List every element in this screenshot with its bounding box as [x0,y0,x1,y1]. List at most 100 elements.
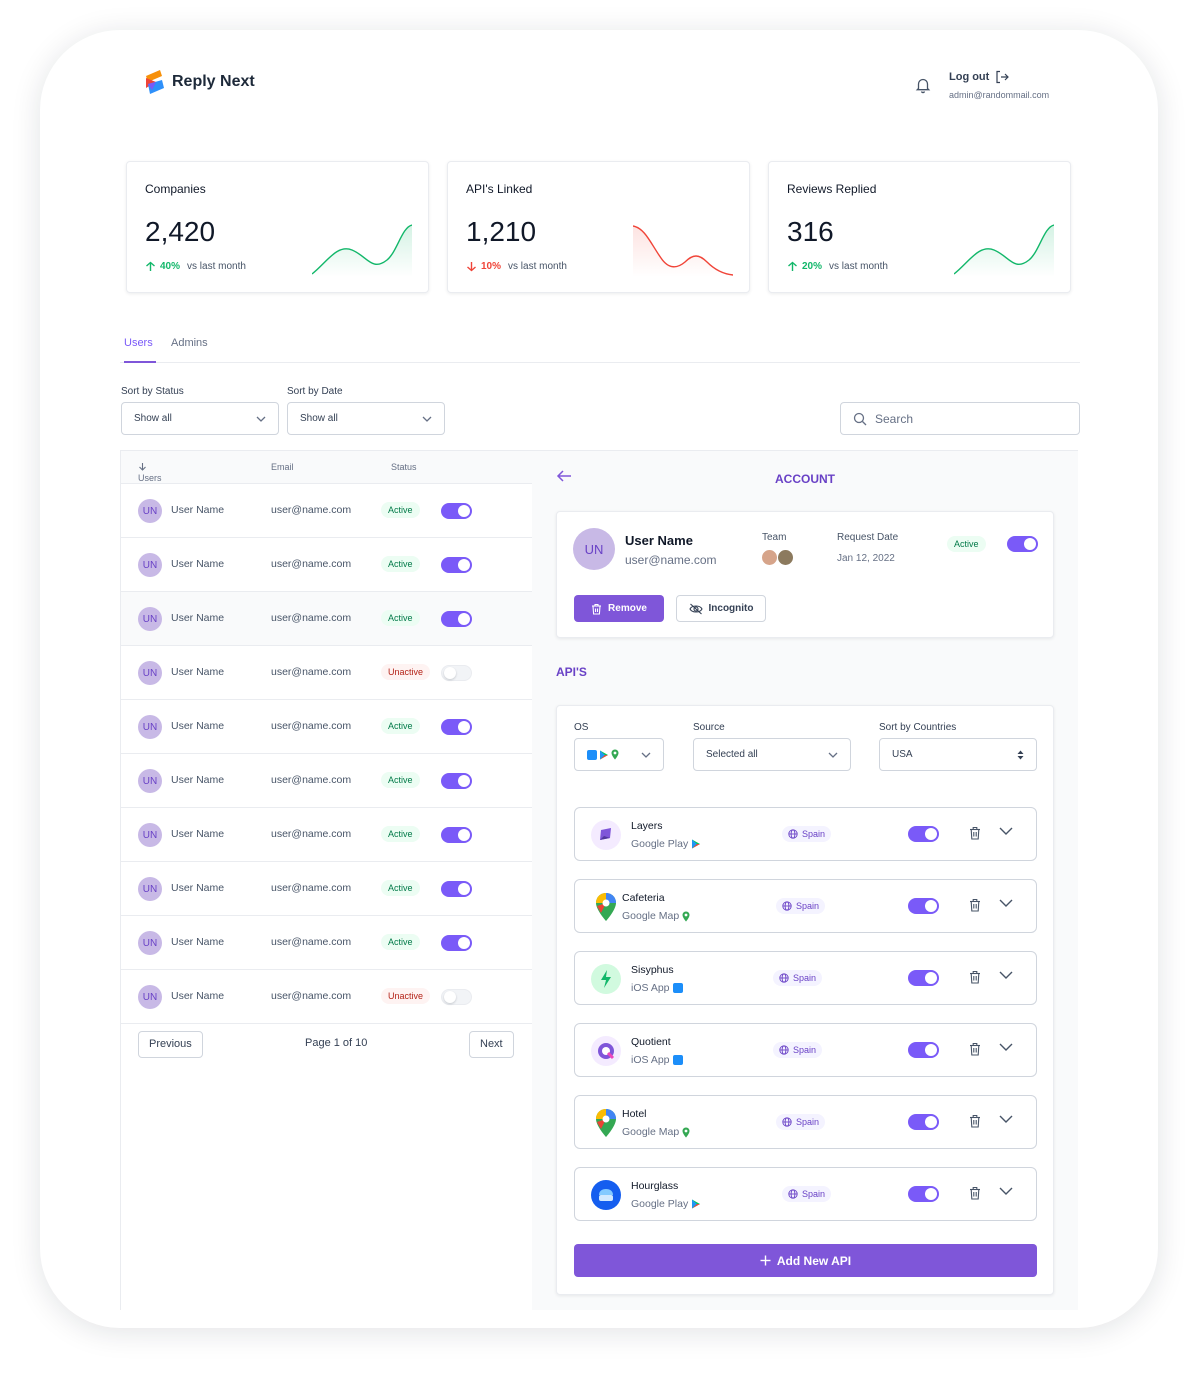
remove-button[interactable]: Remove [574,595,664,622]
chevron-down-icon[interactable] [999,971,1013,979]
chevron-down-icon[interactable] [999,1187,1013,1195]
api-item[interactable]: Hourglass Google Play Spain [574,1167,1037,1221]
add-new-api-button[interactable]: Add New API [574,1244,1037,1277]
chevron-down-icon[interactable] [999,899,1013,907]
incognito-button[interactable]: Incognito [676,595,766,622]
status-toggle[interactable] [441,611,472,627]
search-input[interactable]: Search [840,402,1080,435]
logout-label: Log out [949,71,990,83]
stat-title: Reviews Replied [787,182,877,196]
api-toggle[interactable] [908,826,939,842]
account-panel: ACCOUNT UN User Name user@name.com Team … [532,450,1078,1310]
status-toggle[interactable] [441,881,472,897]
table-row[interactable]: UN User Name user@name.com Active [121,808,533,862]
source-select[interactable]: Selected all [693,738,851,771]
chevron-down-icon[interactable] [999,1043,1013,1051]
api-toggle[interactable] [908,970,939,986]
table-row[interactable]: UN User Name user@name.com Active [121,538,533,592]
table-row[interactable]: UN User Name user@name.com Active [121,592,533,646]
request-date-label: Request Date [837,532,899,543]
status-toggle[interactable] [441,935,472,951]
app-store-icon [672,983,683,993]
app-store-icon [672,1055,683,1065]
tab-admins[interactable]: Admins [171,337,208,349]
api-toggle[interactable] [908,898,939,914]
table-row[interactable]: UN User Name user@name.com Active [121,484,533,538]
trash-icon[interactable] [969,1186,981,1200]
trash-icon[interactable] [969,826,981,840]
api-item[interactable]: Layers Google Play Spain [574,807,1037,861]
tab-bar: Users Admins [120,330,1080,363]
sort-status-value: Show all [134,413,172,424]
account-title: ACCOUNT [775,472,835,486]
status-toggle[interactable] [441,665,472,681]
status-toggle[interactable] [441,773,472,789]
chevron-down-icon[interactable] [999,827,1013,835]
api-toggle[interactable] [908,1114,939,1130]
reply-next-logo-icon [146,70,164,94]
table-header: Users Email Status [121,451,533,484]
api-item[interactable]: Cafeteria Google Map Spain [574,879,1037,933]
status-toggle[interactable] [441,827,472,843]
api-toggle[interactable] [908,1042,939,1058]
quotient-logo-icon [591,1036,621,1066]
arrow-up-icon [788,261,797,271]
sisyphus-logo-icon [591,964,621,994]
stat-card-companies: Companies 2,420 40% vs last month [126,161,429,293]
next-button[interactable]: Next [469,1031,514,1058]
status-toggle[interactable] [441,989,472,1005]
table-row[interactable]: UN User Name user@name.com Active [121,862,533,916]
countries-label: Sort by Countries [879,722,957,733]
stat-card-reviews-replied: Reviews Replied 316 20% vs last month [768,161,1071,293]
previous-button[interactable]: Previous [138,1031,203,1058]
back-arrow-icon[interactable] [556,469,572,483]
team-avatar[interactable] [761,549,778,566]
table-row[interactable]: UN User Name user@name.com Unactive [121,646,533,700]
os-select[interactable] [574,738,664,771]
api-item[interactable]: Quotient iOS App Spain [574,1023,1037,1077]
tab-users[interactable]: Users [124,337,153,349]
table-row[interactable]: UN User Name user@name.com Active [121,700,533,754]
trash-icon[interactable] [969,1114,981,1128]
column-users[interactable]: Users [138,462,162,483]
api-toggle[interactable] [908,1186,939,1202]
sort-status-select[interactable]: Show all [121,402,279,435]
os-label: OS [574,722,589,733]
countries-select[interactable]: USA [879,738,1037,771]
account-toggle[interactable] [1007,536,1038,552]
stat-delta-vs: vs last month [829,261,888,272]
table-row[interactable]: UN User Name user@name.com Active [121,916,533,970]
arrow-down-icon [139,463,146,471]
api-item[interactable]: Sisyphus iOS App Spain [574,951,1037,1005]
status-badge: Unactive [381,988,431,1004]
status-toggle[interactable] [441,557,472,573]
logout-button[interactable]: Log out [949,70,1049,84]
api-source-label: iOS App [631,1054,670,1066]
country-badge: Spain [782,826,832,842]
status-toggle[interactable] [441,503,472,519]
chevron-down-icon[interactable] [999,1115,1013,1123]
user-email: user@name.com [271,936,352,948]
api-item[interactable]: Hotel Google Map Spain [574,1095,1037,1149]
globe-icon [779,973,789,983]
brand-logo[interactable]: Reply Next [144,70,255,94]
user-email: user@name.com [271,612,352,624]
table-row[interactable]: UN User Name user@name.com Active [121,754,533,808]
trash-icon[interactable] [969,970,981,984]
bell-icon[interactable] [914,76,932,94]
trash-icon[interactable] [969,1042,981,1056]
team-avatar[interactable] [777,549,794,566]
status-badge: Active [381,880,420,896]
trash-icon[interactable] [969,898,981,912]
stat-title: Companies [145,182,206,196]
apis-card: OS Source Selected all Sort by Countries… [556,705,1054,1295]
avatar: UN [138,499,162,523]
trash-icon [592,603,602,615]
sort-date-select[interactable]: Show all [287,402,445,435]
sparkline-up [312,224,412,277]
avatar: UN [138,661,162,685]
avatar: UN [138,769,162,793]
globe-icon [782,1117,792,1127]
status-toggle[interactable] [441,719,472,735]
table-row[interactable]: UN User Name user@name.com Unactive [121,970,533,1024]
